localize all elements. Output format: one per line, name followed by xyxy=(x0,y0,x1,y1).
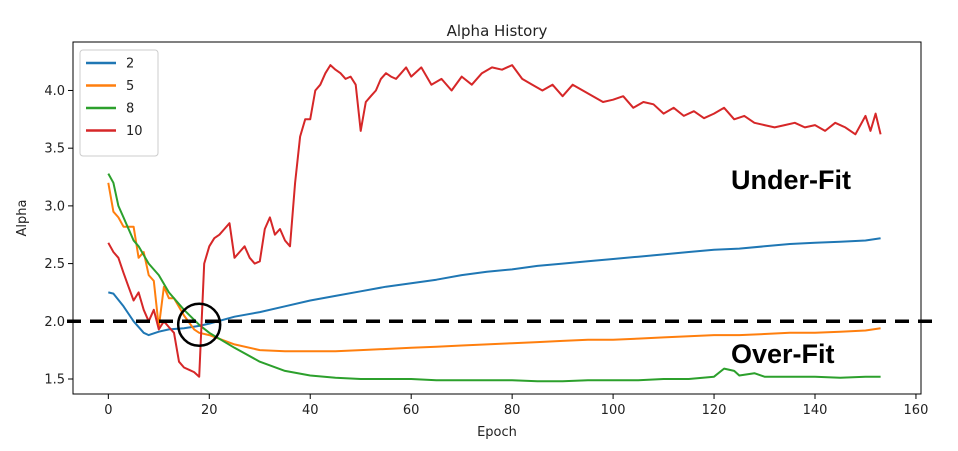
crossover-marker xyxy=(176,302,222,348)
series-line-5 xyxy=(107,182,881,353)
x-tick-label: 20 xyxy=(201,403,218,418)
over-fit-annotation: Over-Fit xyxy=(731,339,835,369)
y-tick-label: 4.0 xyxy=(44,84,65,99)
y-tick-label: 2.5 xyxy=(44,257,65,272)
y-tick-label: 3.5 xyxy=(44,142,65,157)
x-tick-label: 160 xyxy=(904,403,929,418)
x-tick-label: 0 xyxy=(104,403,112,418)
chart-title: Alpha History xyxy=(447,22,548,40)
x-axis-label: Epoch xyxy=(477,425,517,440)
legend: 2 5 8 10 xyxy=(79,49,159,157)
legend-label-5: 5 xyxy=(126,79,134,94)
legend-box xyxy=(79,49,159,157)
x-tick-label: 140 xyxy=(803,403,828,418)
series-line-10 xyxy=(107,64,882,378)
legend-label-2: 2 xyxy=(126,57,134,72)
legend-label-8: 8 xyxy=(126,102,134,117)
x-tick-label: 40 xyxy=(302,403,319,418)
x-tick-label: 60 xyxy=(403,403,420,418)
y-tick-label: 2.0 xyxy=(44,315,65,330)
x-tick-label: 100 xyxy=(601,403,626,418)
y-tick-label: 1.5 xyxy=(44,372,65,387)
series-line-2 xyxy=(108,237,881,337)
under-fit-annotation: Under-Fit xyxy=(731,165,851,195)
y-axis-ticks: 1.5 2.0 2.5 3.0 3.5 4.0 xyxy=(44,84,73,387)
reference-layer xyxy=(67,302,933,348)
y-tick-label: 3.0 xyxy=(44,199,65,214)
legend-label-10: 10 xyxy=(126,124,143,139)
series-line-8 xyxy=(107,173,881,383)
x-tick-label: 80 xyxy=(504,403,521,418)
y-axis-label: Alpha xyxy=(15,200,30,237)
series-layer xyxy=(107,64,882,383)
x-axis-ticks: 0 20 40 60 80 100 120 140 160 xyxy=(104,394,928,418)
x-tick-label: 120 xyxy=(702,403,727,418)
